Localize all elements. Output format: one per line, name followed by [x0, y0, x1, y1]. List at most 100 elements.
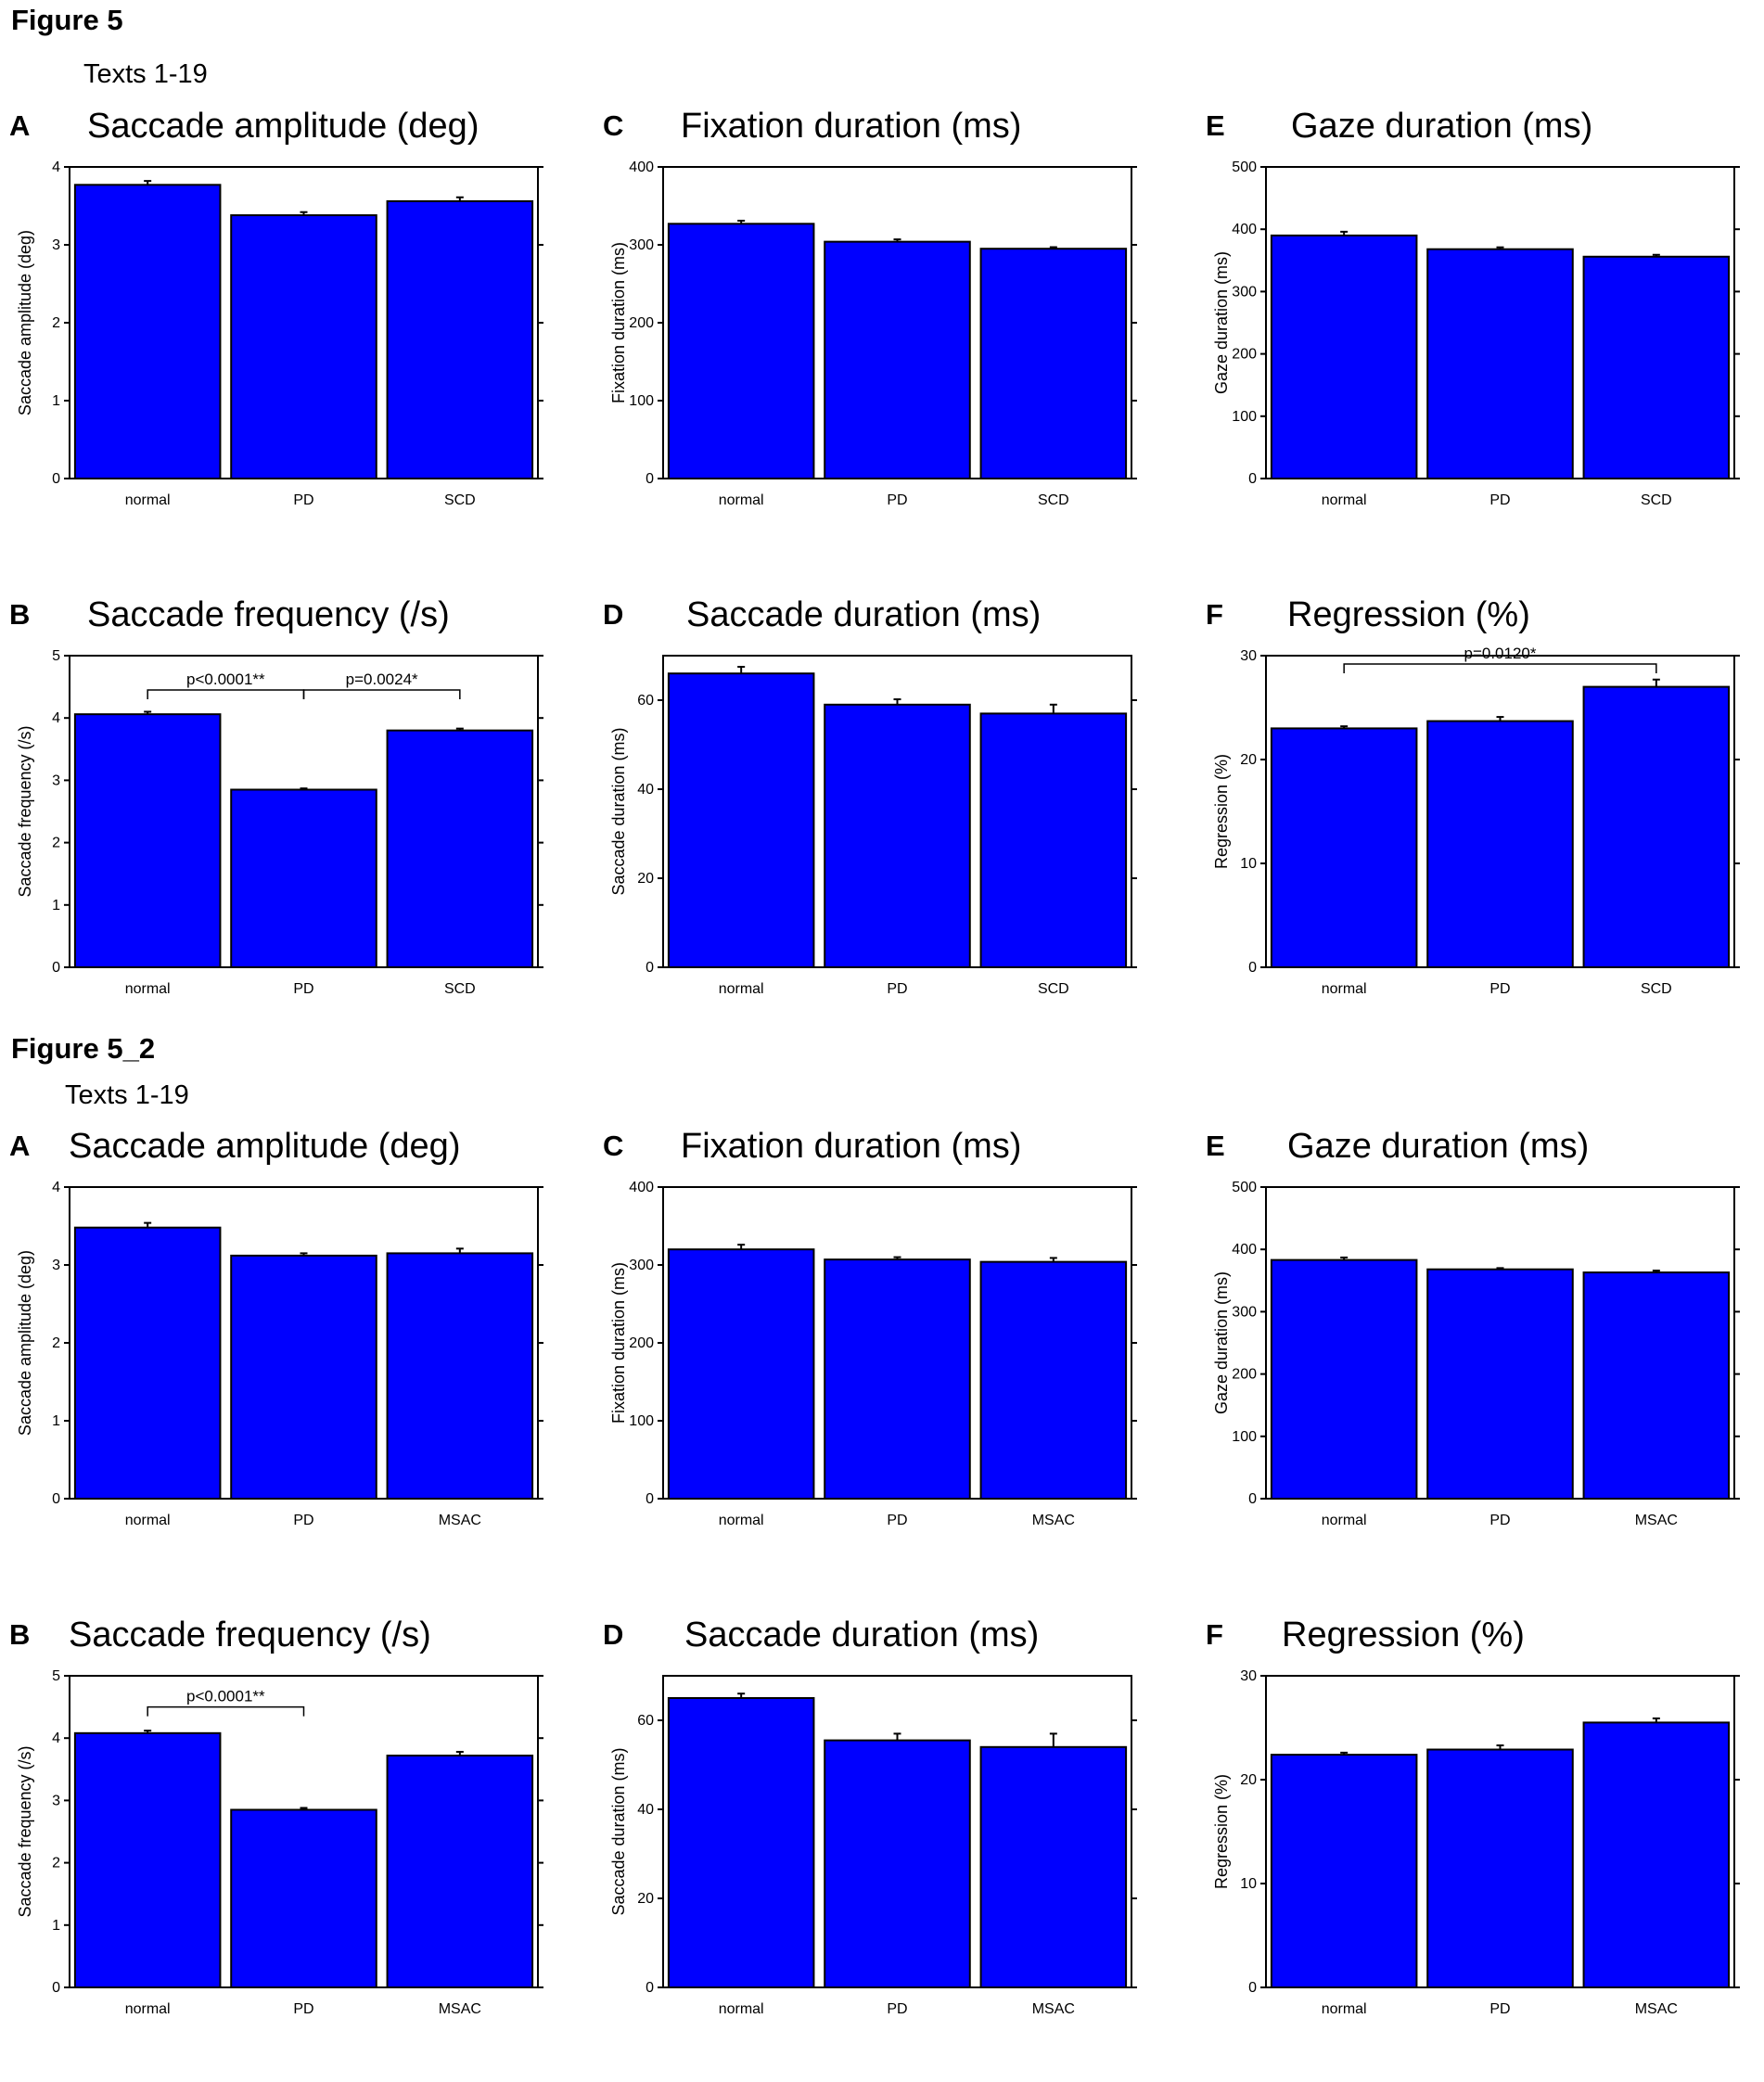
bar-PD	[1426, 1748, 1574, 1989]
y-tick-label: 0	[646, 1491, 654, 1507]
y-axis-label: Saccade duration (ms)	[609, 727, 628, 895]
x-tick-label: MSAC	[439, 2001, 481, 2017]
x-tick-label: PD	[1489, 1513, 1510, 1528]
y-tick-label: 4	[52, 1180, 60, 1195]
x-tick-label: normal	[1322, 981, 1367, 997]
panel-saccade-duration: D Saccade duration (ms) 0 20 40 60 Saccade d…	[603, 595, 1178, 1062]
bar-normal	[73, 1731, 222, 1988]
bar-normal	[73, 1226, 222, 1501]
y-tick-label: 100	[629, 393, 654, 409]
panel-title: Fixation duration (ms)	[681, 1127, 1022, 1166]
y-tick-label: 0	[1248, 1491, 1257, 1507]
bar-chart: 0 1 2 3 4 Saccade amplitude (deg) normal PD MSAC	[16, 1180, 543, 1528]
y-tick-label: 1	[52, 1413, 60, 1429]
bar-SCD	[979, 248, 1128, 479]
bar-SCD	[386, 199, 534, 480]
bar-normal	[1270, 1754, 1418, 1988]
panel-letter: A	[9, 109, 31, 142]
x-tick-label: MSAC	[1032, 1513, 1075, 1528]
panel-letter: C	[603, 1130, 624, 1162]
y-tick-label: 5	[52, 1668, 60, 1684]
y-tick-label: 5	[52, 648, 60, 664]
panel-letter: B	[9, 598, 31, 631]
y-axis-label: Fixation duration (ms)	[609, 242, 628, 403]
bar-PD	[230, 214, 377, 480]
x-tick-label: MSAC	[1032, 2001, 1075, 2017]
y-tick-label: 20	[637, 1891, 654, 1907]
bar-chart: 0 10 20 30 Regression (%) normal PD MSAC	[1212, 1668, 1740, 2017]
bar-normal	[73, 713, 222, 968]
y-tick-label: 1	[52, 898, 60, 913]
bar-normal	[1270, 1258, 1418, 1500]
y-tick-label: 20	[637, 871, 654, 887]
bar-MSAC	[979, 1260, 1128, 1500]
y-tick-label: 4	[52, 710, 60, 726]
bar-PD	[824, 240, 971, 479]
y-axis-label: Saccade frequency (/s)	[16, 725, 34, 897]
y-tick-label: 4	[52, 1731, 60, 1746]
x-tick-label: normal	[1322, 492, 1367, 508]
y-tick-label: 20	[1240, 752, 1257, 768]
x-tick-label: PD	[293, 2001, 313, 2017]
bar-MSAC	[1582, 1721, 1731, 1989]
y-axis-label: Saccade frequency (/s)	[16, 1745, 34, 1917]
y-axis-label: Saccade amplitude (deg)	[16, 230, 34, 415]
y-axis-label: Saccade amplitude (deg)	[16, 1250, 34, 1436]
x-tick-label: PD	[887, 1513, 907, 1528]
bar-PD	[1426, 720, 1574, 968]
y-tick-label: 40	[637, 782, 654, 798]
bar-normal	[667, 223, 815, 479]
panel-title: Saccade amplitude (deg)	[87, 107, 479, 146]
bar-normal	[667, 672, 815, 968]
panel-title: Saccade duration (ms)	[684, 1616, 1040, 1654]
x-tick-label: PD	[293, 1513, 313, 1528]
y-tick-label: 3	[52, 1258, 60, 1273]
bar-MSAC	[386, 1252, 534, 1500]
y-tick-label: 2	[52, 1856, 60, 1871]
bar-MSAC	[386, 1755, 534, 1988]
bar-chart: 0 100 200 300 400 Fixation duration (ms) norma…	[609, 1180, 1137, 1528]
panel-fixation-duration: C Fixation duration (ms) 0 100 200 300 400 Fi…	[603, 107, 1178, 573]
x-tick-label: MSAC	[1635, 1513, 1678, 1528]
y-tick-label: 3	[52, 1793, 60, 1808]
y-tick-label: 0	[646, 960, 654, 976]
x-tick-label: normal	[125, 1513, 171, 1528]
panel-letter: D	[603, 598, 624, 631]
y-tick-label: 400	[1232, 222, 1257, 237]
x-tick-label: MSAC	[1635, 2001, 1678, 2017]
bar-chart: 0 1 2 3 4 5 Saccade frequency (/s) normal PD SCD p…	[16, 648, 543, 997]
y-tick-label: 300	[1232, 1304, 1257, 1320]
panel-letter: E	[1206, 109, 1225, 142]
x-tick-label: MSAC	[439, 1513, 481, 1528]
y-axis-label: Regression (%)	[1212, 754, 1231, 869]
panel-letter: F	[1206, 1618, 1223, 1651]
bar-chart: 0 100 200 300 400 500 Gaze duration (ms) normal…	[1212, 160, 1740, 508]
y-tick-label: 40	[637, 1802, 654, 1818]
y-tick-label: 3	[52, 773, 60, 788]
x-tick-label: PD	[887, 981, 907, 997]
y-tick-label: 2	[52, 1335, 60, 1351]
panel-saccade-amplitude: A Saccade amplitude (deg) 0 1 2 3 4 Saccade a…	[9, 1127, 584, 1593]
significance-bracket	[147, 1705, 305, 1717]
y-tick-label: 300	[629, 1258, 654, 1273]
y-axis-label: Saccade duration (ms)	[609, 1747, 628, 1915]
bar-chart: 0 20 40 60 Saccade duration (ms) normal PD SCD	[609, 655, 1137, 997]
y-tick-label: 200	[629, 315, 654, 331]
y-tick-label: 100	[1232, 1429, 1257, 1445]
significance-label: p=0.0024*	[346, 671, 418, 688]
bar-chart: 0 20 40 60 Saccade duration (ms) normal PD MSAC	[609, 1675, 1137, 2017]
bar-normal	[1270, 727, 1418, 968]
x-tick-label: PD	[1489, 492, 1510, 508]
y-tick-label: 200	[1232, 1367, 1257, 1383]
y-tick-label: 100	[629, 1413, 654, 1429]
y-tick-label: 300	[629, 237, 654, 253]
bar-PD	[230, 1254, 377, 1500]
significance-label: p=0.0120*	[1464, 645, 1537, 662]
x-tick-label: PD	[1489, 981, 1510, 997]
bar-SCD	[1582, 685, 1731, 968]
figure-title: Figure 5_2	[11, 1032, 156, 1065]
significance-label: p<0.0001**	[186, 671, 265, 688]
bar-normal	[667, 1248, 815, 1500]
x-tick-label: PD	[887, 2001, 907, 2017]
x-tick-label: PD	[293, 981, 313, 997]
